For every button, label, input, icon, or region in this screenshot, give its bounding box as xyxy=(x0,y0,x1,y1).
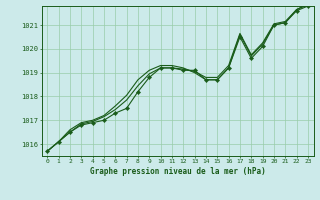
X-axis label: Graphe pression niveau de la mer (hPa): Graphe pression niveau de la mer (hPa) xyxy=(90,167,266,176)
